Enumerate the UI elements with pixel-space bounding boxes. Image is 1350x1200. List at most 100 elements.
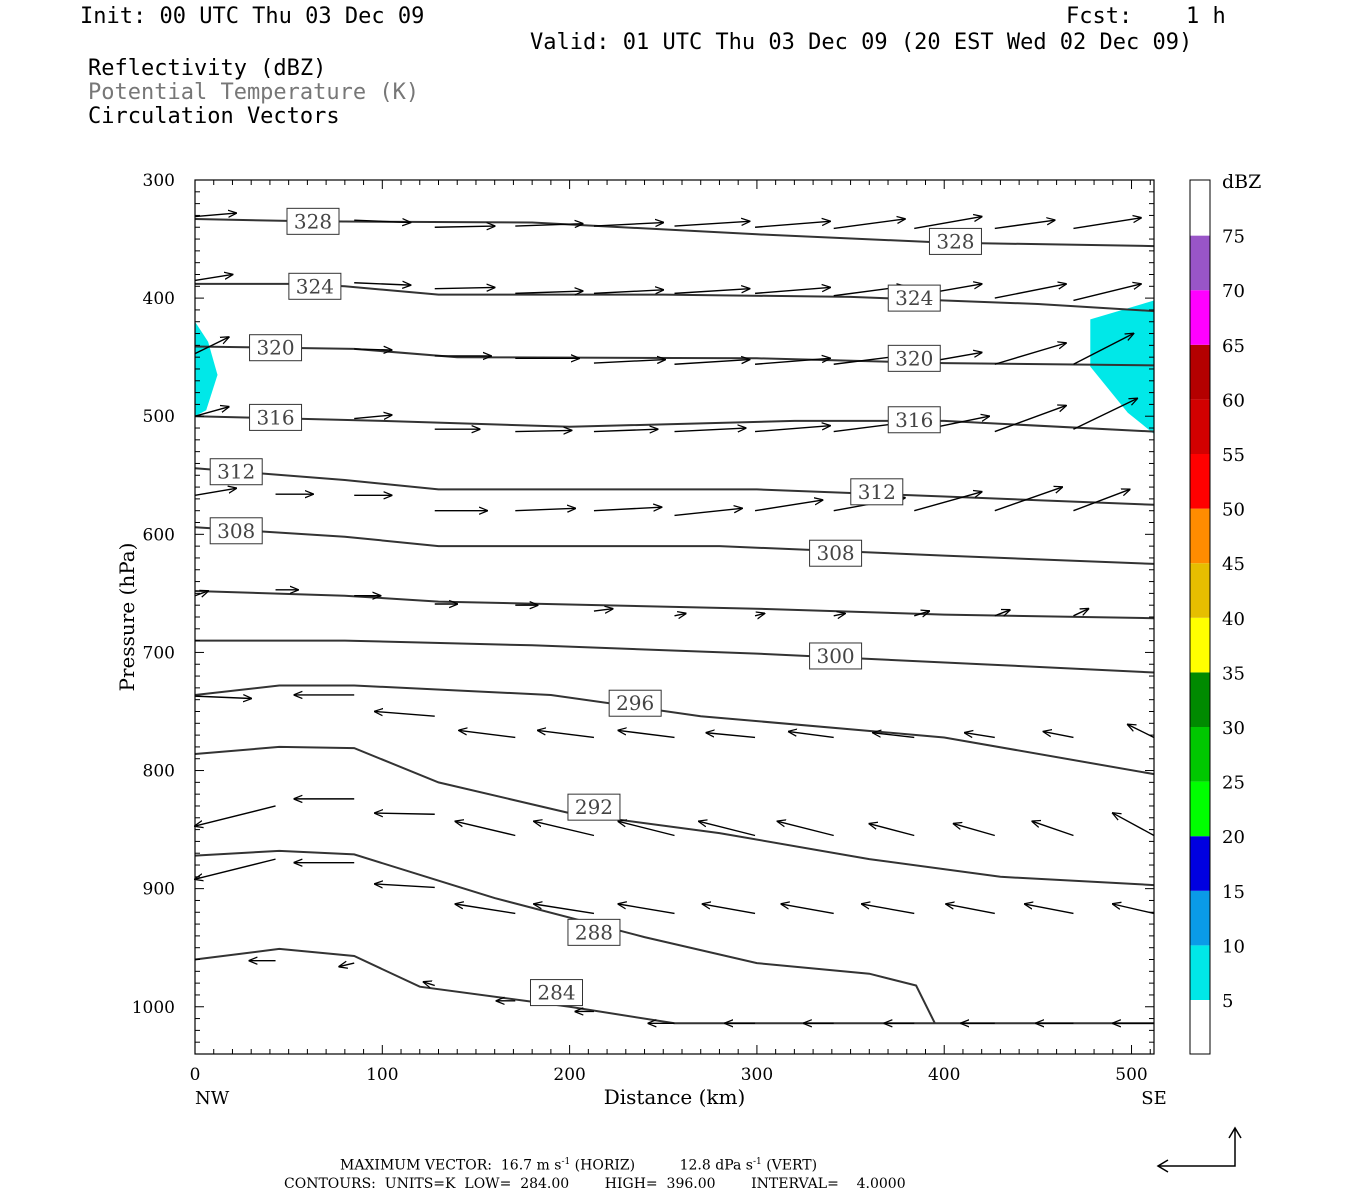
circulation-vector <box>194 407 229 417</box>
circulation-vector <box>459 730 516 739</box>
circulation-vector <box>434 287 495 288</box>
circulation-vector <box>1073 489 1129 512</box>
contour-label-box <box>249 334 303 362</box>
contour-label-284: 284 <box>537 981 575 1005</box>
contour-label-292: 292 <box>575 795 613 819</box>
theta-contour-312 <box>194 467 1155 506</box>
contour-label-box <box>887 284 941 312</box>
circulation-vector <box>994 610 1010 616</box>
circulation-vector <box>965 733 995 739</box>
contour-label-box <box>928 227 982 255</box>
circulation-vector <box>754 358 830 365</box>
contour-label-box <box>809 539 863 567</box>
contour-label-box <box>529 979 583 1007</box>
init-time: Init: 00 UTC Thu 03 Dec 09 <box>80 4 425 29</box>
circulation-vector <box>781 904 834 915</box>
circulation-vector <box>455 904 516 915</box>
circulation-vector <box>833 219 905 230</box>
colorbar-label-65: 65 <box>1222 336 1245 357</box>
colorbar-swatch-25 <box>1190 727 1210 782</box>
circulation-vector <box>754 613 764 615</box>
colorbar-swatch-20 <box>1190 781 1210 837</box>
circulation-vector <box>674 360 750 365</box>
circulation-vector <box>593 223 663 227</box>
circulation-vector <box>515 430 571 431</box>
field-circulation-vectors: Circulation Vectors <box>88 104 340 129</box>
colorbar-label-5: 5 <box>1222 991 1233 1012</box>
contour-label-296: 296 <box>616 691 654 715</box>
colorbar-swatch-35 <box>1190 617 1210 673</box>
theta-contour-284 <box>194 947 1154 1025</box>
contour-label-300: 300 <box>816 644 854 668</box>
contour-label-316: 316 <box>256 405 294 429</box>
reflectivity-region-0 <box>195 321 218 417</box>
circulation-vector <box>618 904 675 915</box>
circulation-vector <box>593 609 613 611</box>
contour-label-308: 308 <box>217 519 255 543</box>
x-axis-title: Distance (km) <box>604 1085 746 1109</box>
circulation-vector <box>754 287 830 295</box>
circulation-vector <box>674 289 750 295</box>
circulation-vector <box>1043 732 1074 739</box>
x-tick-label-400: 400 <box>928 1065 960 1085</box>
forecast-label: Fcst: <box>1066 4 1133 29</box>
max-vector-line: MAXIMUM VECTOR: 16.7 m s-1 (HORIZ) 12.8 … <box>340 1157 817 1174</box>
y-tick-label-400: 400 <box>143 289 175 309</box>
circulation-vector <box>954 824 995 837</box>
se-label: SE <box>1141 1088 1166 1109</box>
circulation-vector <box>354 349 391 350</box>
colorbar-swatch-15 <box>1190 836 1210 891</box>
colorbar-label-75: 75 <box>1222 227 1245 248</box>
colorbar-swatch-10 <box>1190 890 1210 946</box>
colorbar-frame <box>1189 179 1211 1055</box>
colorbar-swatch-65 <box>1190 290 1210 345</box>
circulation-vector <box>699 821 756 837</box>
theta-contour-320 <box>194 345 1155 367</box>
circulation-vector <box>1073 218 1140 230</box>
vert-exponent: -1 <box>752 1157 762 1167</box>
contour-label-308: 308 <box>816 541 854 565</box>
circulation-vector <box>994 406 1066 433</box>
colorbar-label-20: 20 <box>1222 827 1245 848</box>
circulation-vector <box>455 821 516 837</box>
y-tick-label-900: 900 <box>143 880 175 900</box>
circulation-vector <box>538 730 595 739</box>
circulation-vector <box>1113 813 1155 837</box>
circulation-vector <box>674 221 750 227</box>
circulation-vector <box>754 500 822 512</box>
colorbar-label-50: 50 <box>1222 500 1245 521</box>
forecast-hours: 1 h <box>1186 4 1226 29</box>
colorbar-swatch-30 <box>1190 672 1210 727</box>
circulation-vector <box>195 805 276 826</box>
circulation-vector <box>862 904 915 915</box>
circulation-vector <box>994 284 1066 299</box>
circulation-vector <box>194 213 236 217</box>
theta-contour-292 <box>194 745 1155 887</box>
plot-frame <box>194 179 1155 1055</box>
colorbar-label-70: 70 <box>1222 281 1245 302</box>
y-tick-label-300: 300 <box>143 171 175 191</box>
field-reflectivity: Reflectivity (dBZ) <box>88 56 327 81</box>
colorbar-label-60: 60 <box>1222 390 1245 411</box>
colorbar-swatch-60 <box>1190 344 1210 400</box>
colorbar-swatch-50 <box>1190 454 1210 509</box>
circulation-vector <box>994 487 1062 512</box>
circulation-vector <box>515 224 582 226</box>
circulation-vector <box>194 274 232 282</box>
circulation-vector <box>994 220 1055 230</box>
theta-contour-308 <box>194 526 1155 565</box>
field-potential-temperature: Potential Temperature (K) <box>88 80 420 105</box>
max-vector-horiz-unit: (HORIZ) <box>574 1157 636 1174</box>
contour-label-box <box>209 517 263 545</box>
theta-contour-304 <box>194 590 1155 620</box>
y-tick-label-700: 700 <box>143 643 175 663</box>
circulation-vector <box>354 283 410 285</box>
circulation-vector <box>534 821 595 837</box>
contour-label-324: 324 <box>895 286 933 310</box>
circulation-vector <box>833 613 845 615</box>
contours-info: CONTOURS: UNITS=K LOW= 284.00 HIGH= 396.… <box>284 1176 906 1192</box>
contour-label-box <box>608 689 662 717</box>
contour-label-box <box>567 918 621 946</box>
contour-label-312: 312 <box>217 460 255 484</box>
